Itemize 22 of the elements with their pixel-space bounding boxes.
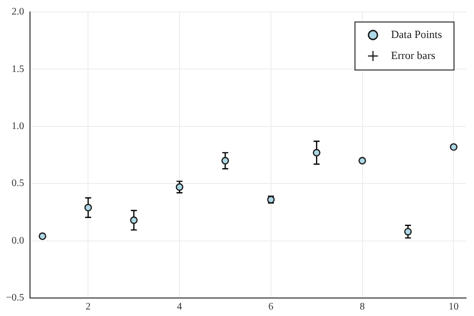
y-tick-label: 2.0	[12, 6, 24, 18]
x-tick-label: 2	[86, 302, 91, 313]
y-tick-label: 1.0	[12, 121, 24, 132]
point	[38, 232, 46, 240]
x-tick-label: 8	[360, 302, 365, 313]
y-tick-label: −0.5	[6, 292, 24, 304]
point	[358, 156, 366, 165]
y-tick-label: 1.5	[12, 64, 24, 75]
y-tick-label: 0.5	[12, 178, 24, 190]
point	[221, 156, 230, 165]
point	[312, 148, 320, 157]
legend-label: Data Points	[390, 28, 442, 41]
point	[450, 143, 458, 151]
point	[176, 183, 184, 191]
x-tick-label: 4	[177, 302, 182, 313]
x-tick-label: 6	[268, 302, 274, 313]
y-tick-label: 0.0	[12, 235, 24, 246]
point	[404, 228, 412, 236]
x-tick-label: 10	[448, 302, 459, 313]
legend-label: Error bars	[390, 50, 436, 62]
point	[130, 216, 138, 224]
point	[84, 204, 92, 212]
